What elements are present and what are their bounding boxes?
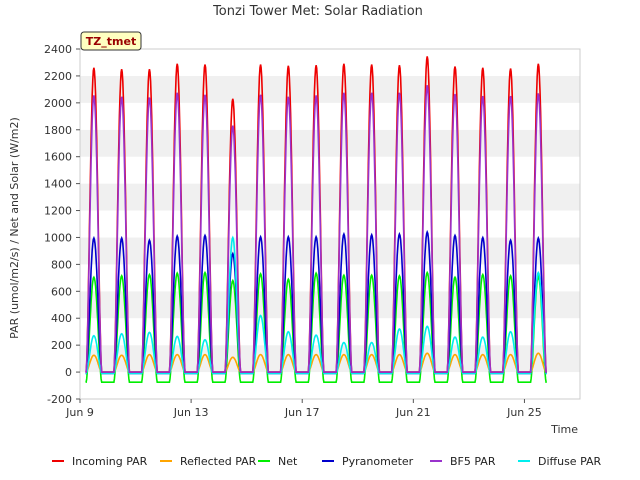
legend-label: Net [278,455,298,468]
series-lines [85,56,547,383]
series-line-net [85,270,547,383]
y-axis-title: PAR (umol/m2/s) / Net and Solar (W/m2) [8,117,21,339]
x-axis: Jun 9 Jun 13 Jun 17 Jun 21 Jun 25 [65,399,542,419]
x-tick-label: Jun 25 [506,406,542,419]
x-tick-label: Jun 9 [65,406,94,419]
x-tick-label: Jun 17 [284,406,320,419]
grid-band [80,318,580,346]
y-axis: -200 0 200 400 600 800 1000 1200 1400 1600 1800 200… [44,43,80,406]
y-tick-label: 1600 [44,151,72,164]
chart-title: Tonzi Tower Met: Solar Radiation [212,4,423,19]
grid-band [80,75,580,103]
y-tick-label: 1000 [44,231,72,244]
grid-band [80,264,580,292]
plot-area [79,48,581,400]
legend: Incoming PAR Reflected PAR Net Pyranometer B… [52,455,602,468]
y-tick-label: 400 [51,312,72,325]
grid-band [80,210,580,238]
grid-band [80,237,580,265]
y-tick-label: 1800 [44,124,72,137]
series-line-bf5-par [85,85,547,373]
y-tick-label: 1400 [44,178,72,191]
badge-label: TZ_tmet [86,35,136,48]
grid-band [80,291,580,319]
legend-label: Pyranometer [342,455,414,468]
grid-band [80,345,580,373]
legend-label: Incoming PAR [72,455,148,468]
y-tick-label: 600 [51,285,72,298]
x-tick-label: Jun 21 [395,406,431,419]
grid-band [80,49,580,76]
grid-bands [80,49,580,399]
y-tick-label: 2000 [44,97,72,110]
legend-label: Reflected PAR [180,455,257,468]
y-tick-label: -200 [47,393,72,406]
y-tick-label: 1200 [44,205,72,218]
legend-label: Diffuse PAR [538,455,602,468]
y-tick-label: 2400 [44,43,72,56]
grid-band [80,102,580,130]
series-line-diffuse-par [85,235,547,375]
y-tick-label: 2200 [44,70,72,83]
y-tick-label: 0 [65,366,72,379]
grid-band [80,183,580,211]
grid-band [80,372,580,399]
y-tick-label: 800 [51,258,72,271]
legend-label: BF5 PAR [450,455,496,468]
badge-box [80,31,142,51]
x-axis-title: Time [550,423,578,436]
x-tick-label: Jun 13 [173,406,209,419]
grid-band [80,156,580,184]
y-tick-label: 200 [51,339,72,352]
grid-band [80,129,580,157]
station-badge: TZ_tmet [80,31,142,51]
